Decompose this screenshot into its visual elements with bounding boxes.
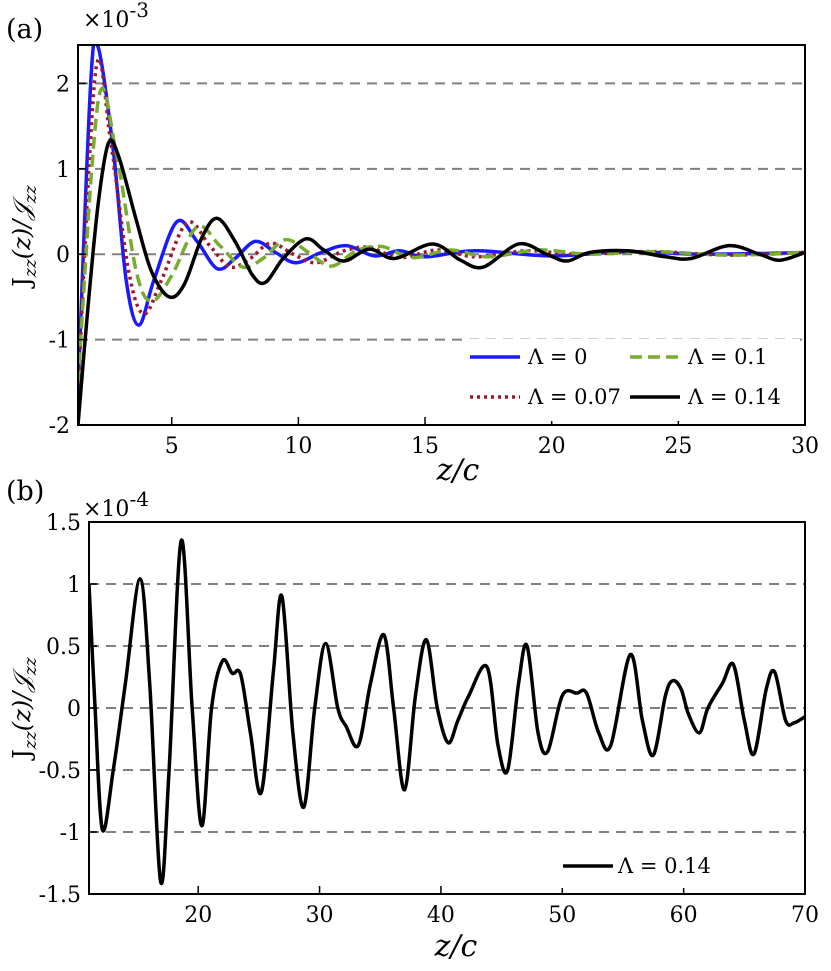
panel-a-legend-label-3: Λ = 0.14 — [687, 385, 781, 409]
panel-a-label: (a) — [6, 14, 43, 45]
panel-b-multiplier-exponent: -4 — [129, 487, 148, 511]
panel-b-xtick-label: 30 — [306, 903, 334, 928]
panel-a-xtick-label: 25 — [664, 434, 692, 459]
panel-b-ytick-label: -1.5 — [39, 883, 81, 908]
panel-b-legend: Λ = 0.14 — [555, 848, 800, 888]
panel-a-multiplier-exponent: -3 — [129, 0, 148, 22]
panel-b-ytick-label: 1 — [67, 573, 81, 598]
panel-a-ytick-label: 1 — [56, 158, 70, 183]
panel-a-legend: Λ = 0 Λ = 0.1 Λ = 0.07 Λ = 0.14 — [462, 339, 800, 421]
panel-b-multiplier: ×10-4 — [83, 487, 149, 522]
panel-b-ylabel-sub: zz — [21, 730, 41, 750]
panel-a-ylabel-sub: zz — [21, 258, 41, 278]
panel-b-xtick-label: 50 — [548, 903, 576, 928]
panel-b-ticks: -1.5 -1 -0.5 0 0.5 1 1.5 20 30 40 50 60 70 — [39, 511, 819, 928]
panel-a-legend-box — [462, 339, 800, 421]
panel-b-ylabel-main: J — [8, 749, 36, 762]
panel-a-xlabel: z/c — [436, 453, 480, 488]
panel-b-multiplier-base: ×10 — [83, 497, 129, 522]
panel-b-ylabel-sub2: zz — [21, 656, 41, 676]
panel-a-axes-frame — [77, 44, 806, 426]
panel-a-ytick-label: 2 — [56, 72, 70, 97]
panel-b-ylabel-rest: (z)/ — [8, 689, 36, 731]
panel-b-ytick-label: 1.5 — [46, 511, 81, 536]
panel-a-ylabel-rest: (z)/ — [8, 217, 36, 259]
panel-a-xtick-label: 15 — [411, 434, 439, 459]
panel-a-grid — [78, 82, 805, 341]
panel-a-xtick-label: 10 — [284, 434, 312, 459]
panel-a-ylabel: Jzz(z)/𝒥zz — [8, 184, 41, 290]
panel-b-series — [89, 538, 805, 886]
panel-a-ylabel-main: J — [8, 277, 36, 290]
panel-b-series-0 — [89, 538, 805, 886]
panel-b-xtick-label: 60 — [670, 903, 698, 928]
panel-a-series-0 — [78, 45, 805, 391]
panel-b-ytick-label: -0.5 — [39, 759, 81, 784]
panel-b-ytick-label: 0 — [67, 697, 81, 722]
panel-a-legend-label-0: Λ = 0 — [527, 345, 587, 369]
panel-b-ylabel: Jzz(z)/𝒥zz — [8, 656, 41, 762]
panel-b-xtick-label: 70 — [791, 903, 819, 928]
panel-a-xtick-label: 30 — [791, 434, 819, 459]
panel-a-xtick-label: 20 — [538, 434, 566, 459]
panel-b-legend-label-0: Λ = 0.14 — [617, 854, 711, 878]
panel-b: (b) ×10-4 -1.5 -1 -0.5 0 0.5 1 1.5 20 30 40 50 60 70… — [6, 476, 819, 964]
panel-a-ytick-label: 0 — [56, 243, 70, 268]
panel-a-ytick-label: -2 — [49, 414, 70, 439]
panel-b-legend-box — [555, 848, 800, 888]
panel-a-series-2 — [78, 86, 805, 383]
panel-b-xtick-label: 20 — [184, 903, 212, 928]
panel-a-series — [78, 45, 805, 425]
panel-b-ytick-label: -1 — [60, 821, 81, 846]
panel-a-multiplier-base: ×10 — [83, 8, 129, 33]
panel-b-xtick-label: 40 — [427, 903, 455, 928]
panel-a-legend-label-1: Λ = 0.1 — [687, 345, 768, 369]
panel-a-multiplier: ×10-3 — [83, 0, 149, 33]
panel-a-xtick-label: 5 — [165, 434, 179, 459]
panel-a-series-1 — [78, 57, 805, 391]
panel-a-series-3 — [78, 138, 805, 425]
panel-a-ylabel-sub2: zz — [21, 184, 41, 204]
panel-a-ytick-label: -1 — [49, 329, 70, 354]
panel-b-ytick-label: 0.5 — [46, 635, 81, 660]
panel-b-xlabel: z/c — [434, 929, 478, 964]
panel-b-label: (b) — [6, 476, 44, 507]
panel-a-legend-label-2: Λ = 0.07 — [527, 385, 621, 409]
